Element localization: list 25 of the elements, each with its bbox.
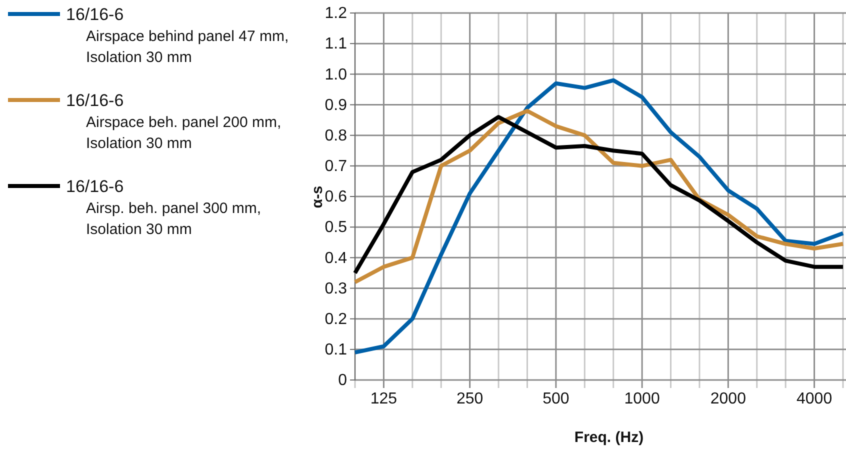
y-tick-label: 0.5 xyxy=(324,219,348,236)
x-tick-label: 125 xyxy=(370,390,398,408)
y-tick-label: 0.2 xyxy=(324,310,348,328)
y-tick-label: 0.3 xyxy=(324,280,348,298)
legend-label: 16/16-6 Airspace behind panel 47 mm, Isolation 30 mm xyxy=(66,5,289,66)
y-tick-label: 0.8 xyxy=(324,127,348,144)
y-tick-label: 0.4 xyxy=(324,250,348,267)
y-axis-title: α-s xyxy=(309,186,326,208)
y-tick-label: 1.1 xyxy=(324,36,348,53)
x-tick-label: 250 xyxy=(456,390,484,408)
y-tick-label: 0.9 xyxy=(324,96,348,114)
y-tick-label: 0.1 xyxy=(324,342,348,359)
y-tick-label: 0 xyxy=(338,372,348,390)
y-tick-label: 1.2 xyxy=(324,5,348,22)
line-series xyxy=(353,78,845,354)
x-tick-label: 1000 xyxy=(624,390,660,408)
y-tick-label: 0.7 xyxy=(324,158,348,176)
legend-label: 16/16-6 Airspace beh. panel 200 mm, Isolation 30 mm xyxy=(66,91,282,152)
x-axis-title: Freq. (Hz) xyxy=(574,429,644,446)
y-tick-label: 1.0 xyxy=(324,66,348,84)
x-tick-label: 500 xyxy=(542,390,570,408)
legend-label: 16/16-6 Airsp. beh. panel 300 mm, Isolation 30 mm xyxy=(66,177,262,238)
x-tick-label: 2000 xyxy=(710,390,746,408)
y-tick-label: 0.6 xyxy=(324,188,348,206)
x-tick-label: 4000 xyxy=(796,390,832,408)
